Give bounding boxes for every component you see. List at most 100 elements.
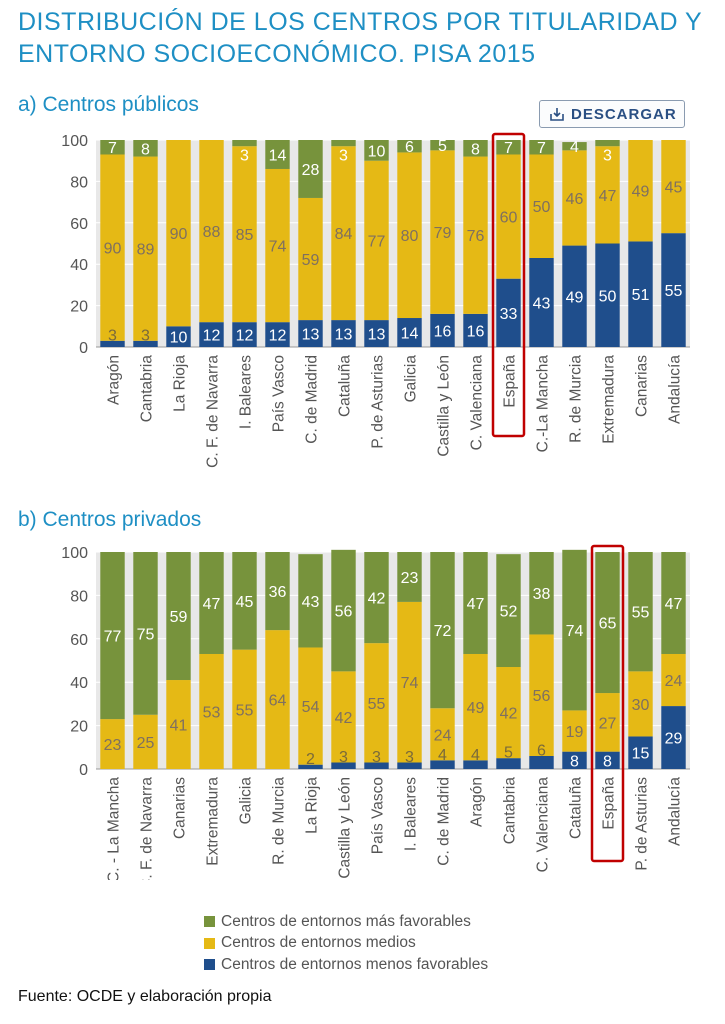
bar-segment-desfavorable: [628, 736, 653, 769]
bar-segment-medio: [595, 146, 620, 244]
bar-segment-medio: [199, 140, 224, 323]
bar-segment-medio: [133, 156, 158, 341]
bar-segment-favorable: [133, 140, 158, 157]
bar-segment-desfavorable: [265, 322, 290, 347]
bar-segment-medio: [661, 653, 686, 707]
legend-item-medio: Centros de entornos medios: [204, 933, 488, 955]
data-label-medio: 54: [302, 699, 320, 716]
data-label-medio: 55: [236, 702, 254, 719]
x-tick-label: Canarias: [172, 777, 189, 839]
x-tick-label: Cantabria: [502, 777, 519, 845]
x-tick-label: España: [502, 355, 519, 408]
bar-segment-desfavorable: [166, 326, 191, 347]
legend-label: Centros de entornos más favorables: [221, 912, 471, 930]
bar-segment-favorable: [232, 552, 257, 650]
bar-segment-medio: [298, 197, 323, 321]
data-label-desfavorable: 3: [405, 749, 414, 766]
x-tick-label: Castilla y León: [436, 355, 453, 457]
data-label-desfavorable: 33: [500, 306, 518, 323]
data-label-medio: 46: [566, 191, 584, 208]
data-label-medio: 55: [368, 696, 386, 713]
page-title: DISTRIBUCIÓN DE LOS CENTROS POR TITULARI…: [18, 8, 702, 68]
legend-item-desfavorable: Centros de entornos menos favorables: [204, 954, 488, 976]
bar-segment-favorable: [595, 552, 620, 694]
data-label-desfavorable: 6: [537, 742, 546, 759]
data-label-favorable: 65: [599, 616, 617, 633]
data-label-medio: 90: [170, 226, 188, 243]
download-label: DESCARGAR: [571, 105, 677, 123]
x-tick-label: Castilla y León: [337, 777, 354, 879]
download-icon: [550, 108, 564, 121]
x-tick-label: País Vasco: [271, 355, 288, 432]
bar-segment-favorable: [331, 549, 356, 672]
x-tick-label: Extremadura: [205, 777, 222, 866]
bar-segment-favorable: [496, 140, 521, 155]
data-label-favorable: 10: [368, 143, 386, 160]
data-label-favorable: 8: [141, 141, 150, 158]
bar-segment-medio: [232, 649, 257, 769]
x-tick-label: La Rioja: [172, 355, 189, 412]
bar-segment-medio: [595, 693, 620, 752]
bar-segment-desfavorable: [199, 322, 224, 347]
y-tick-label: 100: [61, 545, 88, 562]
bar-segment-medio: [166, 140, 191, 327]
bar-segment-favorable: [199, 552, 224, 654]
bar-segment-desfavorable: [529, 257, 554, 347]
x-tick-label: Extremadura: [601, 355, 618, 444]
bar-segment-favorable: [166, 552, 191, 681]
bar-segment-desfavorable: [562, 751, 587, 769]
data-label-favorable: 14: [269, 147, 287, 164]
x-tick-label: C. F. de Navarra: [139, 777, 156, 880]
y-tick-label: 60: [70, 216, 88, 233]
bar-segment-medio: [661, 140, 686, 234]
bar-segment-favorable: [430, 140, 455, 151]
data-label-desfavorable: 14: [401, 326, 419, 343]
bar-segment-desfavorable: [331, 320, 356, 347]
bar-segment-desfavorable: [430, 760, 455, 769]
data-label-medio: 49: [467, 700, 485, 717]
data-label-favorable: 74: [566, 623, 584, 640]
data-label-desfavorable: 10: [170, 330, 188, 347]
bar-segment-medio: [397, 152, 422, 319]
x-tick-label: Andalucía: [667, 777, 684, 846]
chart-publicos: 0 20 40 60 80 100 3 90 7 Aragón 3 89 8 Cantabria 10 90 L…: [61, 132, 690, 468]
data-label-favorable: 47: [467, 596, 485, 613]
bar-segment-desfavorable: [661, 706, 686, 769]
bar-segment-favorable: [496, 554, 521, 668]
download-button[interactable]: DESCARGAR: [539, 100, 685, 128]
data-label-medio: 42: [500, 706, 518, 723]
data-label-medio: 50: [533, 199, 551, 216]
bar-segment-desfavorable: [529, 755, 554, 769]
bar-segment-medio: [133, 714, 158, 769]
data-label-favorable: 36: [269, 584, 287, 601]
data-label-medio: 90: [104, 241, 122, 258]
bar-segment-desfavorable: [595, 751, 620, 769]
bar-segment-favorable: [463, 140, 488, 157]
data-label-desfavorable: 13: [335, 327, 353, 344]
bar-segment-medio: [463, 156, 488, 314]
plot-area: [96, 140, 690, 347]
data-label-favorable: 3: [240, 147, 249, 164]
bar-segment-medio: [265, 630, 290, 769]
x-tick-label: C. F. de Navarra: [205, 355, 222, 468]
x-tick-label: España: [601, 777, 618, 830]
x-tick-label: Aragón: [106, 355, 123, 405]
data-label-desfavorable: 3: [372, 749, 381, 766]
data-label-desfavorable: 8: [603, 753, 612, 770]
bar-segment-desfavorable: [397, 318, 422, 347]
data-label-desfavorable: 50: [599, 288, 617, 305]
chart-a-title: a) Centros públicos: [18, 93, 199, 116]
data-label-desfavorable: 13: [302, 327, 320, 344]
bar-segment-favorable: [265, 140, 290, 169]
bar-segment-medio: [529, 634, 554, 756]
data-label-medio: 23: [104, 737, 122, 754]
data-label-favorable: 5: [438, 138, 447, 155]
bar-segment-desfavorable: [496, 758, 521, 769]
x-tick-label: C.-La Mancha: [535, 355, 552, 453]
bar-segment-medio: [628, 671, 653, 737]
data-label-desfavorable: 29: [665, 731, 683, 748]
bar-segment-favorable: [100, 140, 125, 155]
data-label-desfavorable: 51: [632, 287, 650, 304]
data-label-medio: 24: [434, 727, 452, 744]
bar-segment-favorable: [529, 552, 554, 635]
